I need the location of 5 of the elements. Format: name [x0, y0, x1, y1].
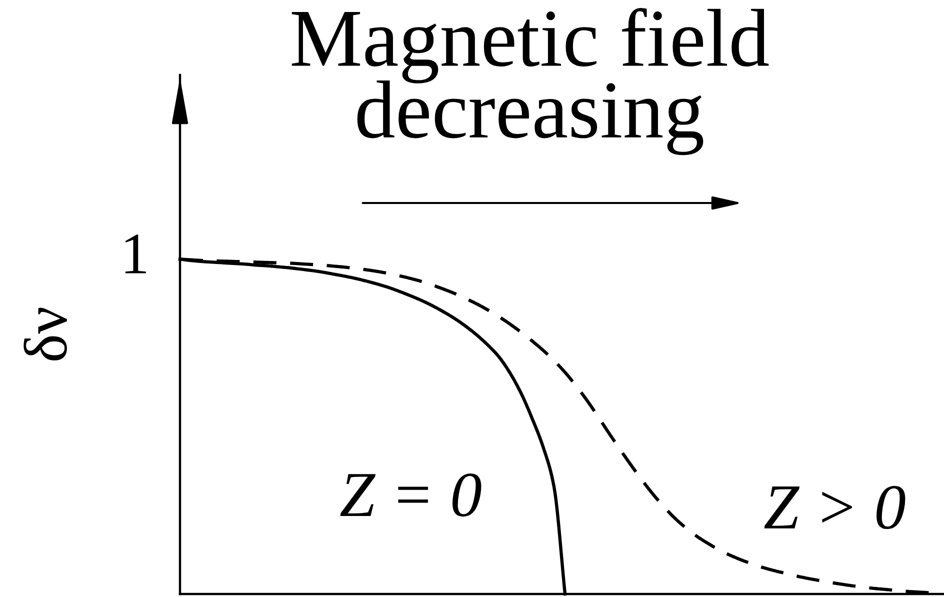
y-axis-title: δν [24, 308, 67, 360]
text: 1 [125, 234, 146, 274]
series-label: Z > 0 [764, 486, 906, 530]
chart-title: Magnetic field decreasing [292, 8, 769, 156]
series-label: Z = 0 [340, 473, 482, 517]
